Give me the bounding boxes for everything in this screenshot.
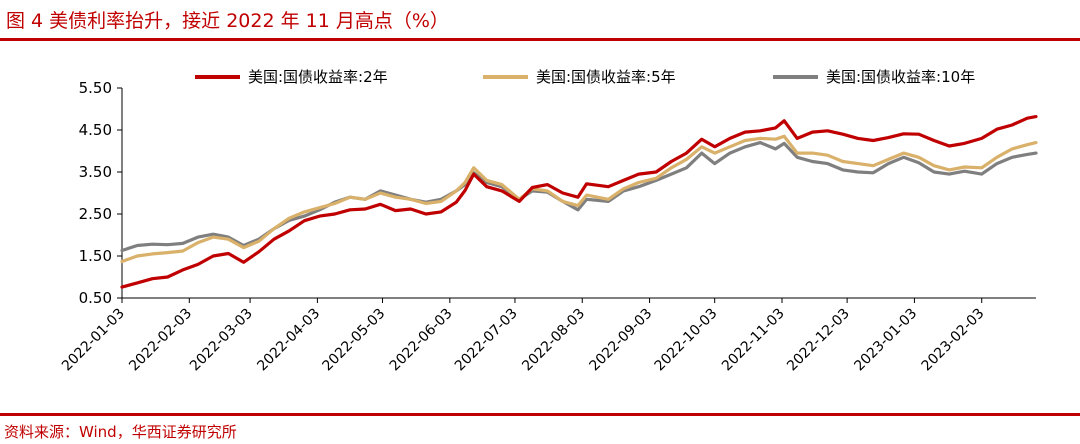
x-tick-label: 2022-11-03 bbox=[719, 306, 788, 375]
x-tick-label: 2023-01-03 bbox=[851, 306, 920, 375]
x-tick-label: 2023-02-03 bbox=[919, 306, 988, 375]
y-tick-label: 0.50 bbox=[79, 289, 112, 307]
x-tick-label: 2022-09-03 bbox=[587, 306, 656, 375]
y-tick-label: 3.50 bbox=[79, 163, 112, 181]
x-tick-label: 2022-06-03 bbox=[387, 306, 456, 375]
y-tick-label: 1.50 bbox=[79, 247, 112, 265]
x-tick-label: 2022-02-03 bbox=[126, 306, 195, 375]
y-tick-label: 5.50 bbox=[79, 79, 112, 97]
x-tick-label: 2022-04-03 bbox=[254, 306, 323, 375]
series-line bbox=[120, 134, 1038, 264]
y-tick-label: 2.50 bbox=[79, 205, 112, 223]
x-tick-label: 2022-03-03 bbox=[187, 306, 256, 375]
x-tick-label: 2022-05-03 bbox=[319, 306, 388, 375]
x-tick-label: 2022-01-03 bbox=[59, 306, 128, 375]
chart-legend: 美国:国债收益率:2年 美国:国债收益率:5年 美国:国债收益率:10年 bbox=[195, 68, 975, 86]
legend-label: 美国:国债收益率:2年 bbox=[248, 68, 388, 86]
figure-title: 图 4 美债利率抬升，接近 2022 年 11 月高点（%） bbox=[6, 10, 449, 32]
chart-lines bbox=[120, 115, 1038, 289]
title-rule bbox=[0, 38, 1080, 41]
source-note: 资料来源：Wind，华西证券研究所 bbox=[4, 423, 237, 441]
legend-label: 美国:国债收益率:10年 bbox=[826, 68, 975, 86]
legend-label: 美国:国债收益率:5年 bbox=[536, 68, 676, 86]
x-tick-label: 2022-10-03 bbox=[652, 306, 721, 375]
x-tick-label: 2022-08-03 bbox=[519, 306, 588, 375]
chart-axes: 0.501.502.503.504.505.502022-01-032022-0… bbox=[59, 79, 1036, 374]
series-line bbox=[120, 115, 1038, 289]
y-tick-label: 4.50 bbox=[79, 121, 112, 139]
x-tick-label: 2022-12-03 bbox=[784, 306, 853, 375]
x-tick-label: 2022-07-03 bbox=[452, 306, 521, 375]
source-rule bbox=[0, 413, 1080, 416]
